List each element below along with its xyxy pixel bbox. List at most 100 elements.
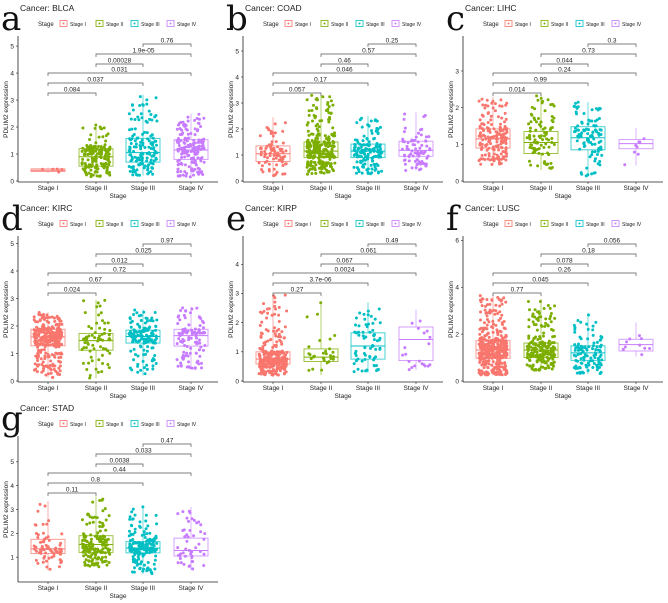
data-point xyxy=(81,167,85,171)
data-point xyxy=(491,326,495,330)
data-point xyxy=(183,535,187,539)
data-point xyxy=(89,537,93,541)
data-point xyxy=(129,321,133,325)
legend-key xyxy=(95,20,104,27)
legend-key-dot xyxy=(578,22,581,25)
data-point xyxy=(202,564,206,568)
data-point xyxy=(525,363,529,367)
bracket-line xyxy=(587,243,637,247)
data-point xyxy=(34,532,38,536)
data-point xyxy=(280,356,284,360)
data-point xyxy=(284,361,288,365)
legend-key xyxy=(130,420,139,427)
data-point xyxy=(51,167,55,171)
data-point xyxy=(137,163,141,167)
panel-letter: d xyxy=(1,199,23,239)
data-point xyxy=(129,523,133,527)
legend-key-dot xyxy=(98,22,101,25)
data-point xyxy=(329,150,333,154)
data-point xyxy=(142,326,146,330)
data-point xyxy=(540,345,544,349)
data-point xyxy=(573,330,577,334)
data-point xyxy=(354,323,358,327)
data-point xyxy=(407,154,411,158)
data-point xyxy=(414,166,418,170)
data-point xyxy=(588,359,592,363)
data-point xyxy=(103,148,107,152)
data-point xyxy=(496,145,500,149)
data-point xyxy=(498,368,502,372)
data-point xyxy=(259,347,263,351)
panel-title: Cancer: KIRP xyxy=(245,203,297,213)
data-point xyxy=(321,351,325,355)
data-point xyxy=(323,134,327,138)
comparison-bracket: 0.012 xyxy=(95,258,144,267)
y-tick-label: 0 xyxy=(455,378,459,385)
legend-key-dot xyxy=(169,222,172,225)
data-point xyxy=(80,149,84,153)
data-point xyxy=(495,140,499,144)
data-point xyxy=(175,358,179,362)
legend-label: Stage II xyxy=(331,22,348,28)
data-point xyxy=(502,155,506,159)
data-point xyxy=(496,352,500,356)
box-1 xyxy=(475,96,511,166)
data-point xyxy=(271,352,275,356)
data-point xyxy=(151,136,155,140)
data-point xyxy=(84,558,88,562)
y-tick-label: 3 xyxy=(10,97,14,104)
data-point xyxy=(493,109,497,113)
data-point xyxy=(108,351,112,355)
data-point xyxy=(486,135,490,139)
data-point xyxy=(95,163,99,167)
legend-item-1: Stage I xyxy=(284,220,311,228)
data-point xyxy=(315,140,319,144)
x-tick-label: Stage II xyxy=(310,385,333,392)
data-point xyxy=(281,150,285,154)
data-point xyxy=(484,362,488,366)
data-point xyxy=(502,368,506,372)
comparison-bracket: 0.76 xyxy=(142,38,192,47)
data-point xyxy=(491,155,495,159)
data-point xyxy=(485,143,489,147)
data-point xyxy=(282,372,286,376)
data-point xyxy=(428,335,432,339)
data-point xyxy=(496,342,500,346)
data-point xyxy=(410,321,414,325)
data-point xyxy=(623,163,627,167)
legend-item-3: Stage III xyxy=(130,420,160,428)
data-point xyxy=(198,550,202,554)
data-point xyxy=(134,145,138,149)
data-point xyxy=(195,340,199,344)
data-point xyxy=(87,171,91,175)
data-point xyxy=(89,168,93,172)
data-point xyxy=(189,336,193,340)
data-point xyxy=(39,357,43,361)
data-point xyxy=(595,345,599,349)
x-tick-label: Stage I xyxy=(263,385,284,392)
data-point xyxy=(147,139,151,143)
legend-item-3: Stage III xyxy=(355,220,385,228)
data-point xyxy=(415,158,419,162)
bracket-line xyxy=(540,263,589,267)
data-point xyxy=(104,528,108,532)
data-point xyxy=(365,325,369,329)
data-point xyxy=(317,125,321,129)
data-point xyxy=(277,305,281,309)
data-point xyxy=(40,348,44,352)
comparison-bracket: 0.025 xyxy=(95,248,192,257)
data-point xyxy=(33,523,37,527)
panel-title: Cancer: BLCA xyxy=(20,3,75,13)
data-point xyxy=(596,162,600,166)
data-point xyxy=(33,336,37,340)
data-point xyxy=(495,153,499,157)
data-point xyxy=(87,324,91,328)
data-point xyxy=(498,310,502,314)
data-point xyxy=(145,367,149,371)
data-point xyxy=(576,100,580,104)
data-point xyxy=(370,167,374,171)
data-point xyxy=(98,337,102,341)
data-point xyxy=(142,567,146,571)
data-point xyxy=(324,152,328,156)
data-point xyxy=(309,150,313,154)
